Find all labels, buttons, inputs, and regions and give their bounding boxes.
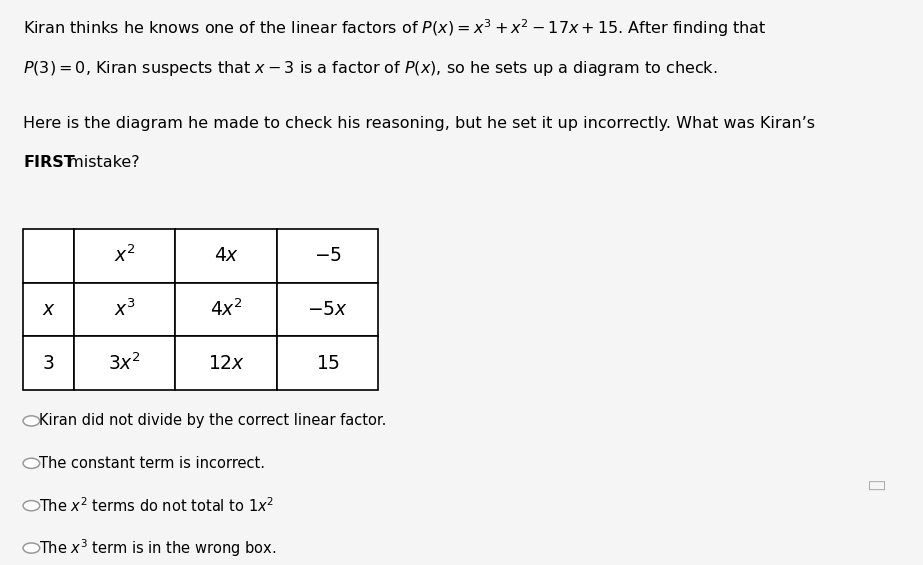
FancyBboxPatch shape xyxy=(175,282,277,336)
Text: $x^2$: $x^2$ xyxy=(114,245,136,267)
FancyBboxPatch shape xyxy=(277,336,378,390)
Text: $P\left(3\right)=0$, Kiran suspects that $x-3$ is a factor of $P\left(x\right)$,: $P\left(3\right)=0$, Kiran suspects that… xyxy=(23,59,717,79)
FancyBboxPatch shape xyxy=(23,229,74,282)
Text: $x^3$: $x^3$ xyxy=(114,298,136,320)
Text: $x$: $x$ xyxy=(42,300,55,319)
Text: The $x^3$ term is in the wrong box.: The $x^3$ term is in the wrong box. xyxy=(39,537,276,559)
Text: $4x$: $4x$ xyxy=(213,246,239,265)
Text: $-5$: $-5$ xyxy=(314,246,342,265)
Text: Kiran thinks he knows one of the linear factors of $P\left(x\right)=x^{3}+x^{2}-: Kiran thinks he knows one of the linear … xyxy=(23,17,767,38)
Circle shape xyxy=(23,501,40,511)
FancyBboxPatch shape xyxy=(277,282,378,336)
Text: Here is the diagram he made to check his reasoning, but he set it up incorrectly: Here is the diagram he made to check his… xyxy=(23,116,815,131)
Circle shape xyxy=(23,416,40,426)
Text: FIRST: FIRST xyxy=(23,155,75,171)
FancyBboxPatch shape xyxy=(175,336,277,390)
Text: The $x^2$ terms do not total to $1x^2$: The $x^2$ terms do not total to $1x^2$ xyxy=(39,496,274,515)
FancyBboxPatch shape xyxy=(277,229,378,282)
FancyBboxPatch shape xyxy=(23,336,74,390)
Text: Kiran did not divide by the correct linear factor.: Kiran did not divide by the correct line… xyxy=(39,414,386,428)
FancyBboxPatch shape xyxy=(74,282,175,336)
Circle shape xyxy=(23,543,40,553)
Circle shape xyxy=(23,458,40,468)
Text: The constant term is incorrect.: The constant term is incorrect. xyxy=(39,456,265,471)
Text: $-5x$: $-5x$ xyxy=(307,300,348,319)
Text: $3$: $3$ xyxy=(42,354,54,372)
FancyBboxPatch shape xyxy=(74,336,175,390)
FancyBboxPatch shape xyxy=(74,229,175,282)
Text: $3x^2$: $3x^2$ xyxy=(108,352,141,374)
Text: $4x^2$: $4x^2$ xyxy=(210,298,243,320)
Text: $15$: $15$ xyxy=(316,354,340,372)
Text: $12x$: $12x$ xyxy=(208,354,245,372)
Text: mistake?: mistake? xyxy=(63,155,139,171)
Text: 👆: 👆 xyxy=(868,479,886,490)
FancyBboxPatch shape xyxy=(23,282,74,336)
FancyBboxPatch shape xyxy=(175,229,277,282)
